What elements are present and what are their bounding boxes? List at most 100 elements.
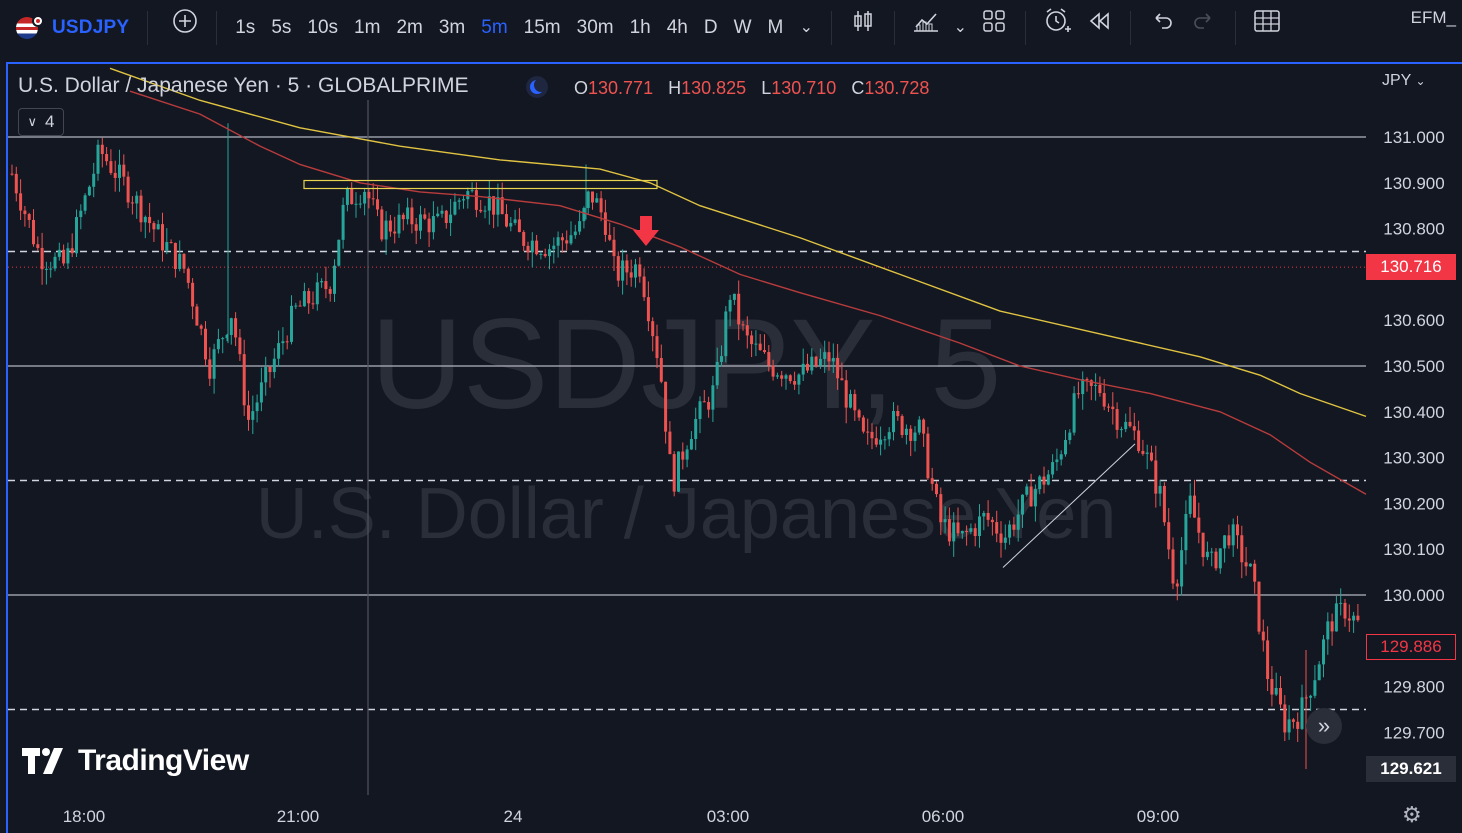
alarm-clock-icon <box>1046 8 1072 32</box>
candle-body <box>298 305 302 307</box>
candle-body <box>1347 618 1351 621</box>
candle-body <box>40 247 44 270</box>
candle-body <box>32 219 35 245</box>
interval-30m[interactable]: 30m <box>576 17 614 38</box>
currency-selector[interactable]: JPY ⌄ <box>1382 72 1426 90</box>
interval-w[interactable]: W <box>733 17 752 38</box>
candle-body <box>526 245 530 253</box>
chart-settings-gear-icon[interactable]: ⚙ <box>1402 802 1422 827</box>
interval-15m[interactable]: 15m <box>523 17 561 38</box>
candle-body <box>1021 494 1024 515</box>
candle-body <box>1227 535 1231 546</box>
toolbar-divider <box>147 11 149 45</box>
interval-1h[interactable]: 1h <box>629 17 651 38</box>
indicators-dropdown-button[interactable]: ⌄ <box>953 19 968 36</box>
candle-body <box>732 293 736 300</box>
replay-button[interactable] <box>1078 0 1120 56</box>
tradingview-logo[interactable]: TradingView <box>22 744 249 778</box>
candle-body <box>745 325 749 336</box>
interval-d[interactable]: D <box>703 17 718 38</box>
interval-2m[interactable]: 2m <box>396 17 423 38</box>
candle-body <box>926 433 930 479</box>
candle-body <box>1167 522 1171 550</box>
candle-body <box>255 402 259 412</box>
redo-button[interactable] <box>1183 0 1225 56</box>
candle-body <box>1162 485 1166 523</box>
market-status-moon-icon[interactable] <box>526 76 548 98</box>
candle-body <box>1072 393 1076 433</box>
interval-dropdown-button[interactable]: ⌄ <box>799 19 814 36</box>
candle-body <box>204 328 207 360</box>
account-label[interactable]: EFM_ <box>1410 8 1456 27</box>
candle-body <box>169 242 173 244</box>
candle-body <box>793 381 797 385</box>
candle-body <box>186 268 190 283</box>
candle-body <box>113 172 117 178</box>
alert-button[interactable] <box>1036 0 1078 56</box>
indicators-button[interactable] <box>905 0 947 56</box>
undo-button[interactable] <box>1141 0 1183 56</box>
candle-body <box>1296 721 1300 729</box>
candle-body <box>1124 421 1128 430</box>
candle-body <box>105 154 109 162</box>
candle-body <box>548 249 551 257</box>
interval-10s[interactable]: 10s <box>307 17 339 38</box>
interval-3m[interactable]: 3m <box>438 17 466 38</box>
indicators-collapse-button[interactable]: ∨ 4 <box>18 108 64 136</box>
candle-body <box>788 375 792 382</box>
candle-body <box>982 512 986 517</box>
candle-body <box>277 343 281 359</box>
symbol-search-button[interactable]: USDJPY <box>52 17 130 38</box>
candle-body <box>1291 719 1295 722</box>
candles-chart-type-button[interactable] <box>842 0 884 56</box>
grid-templates-icon <box>983 10 1006 32</box>
candle-body <box>199 325 203 329</box>
candle-body <box>1283 704 1287 733</box>
candle-body <box>530 240 534 253</box>
interval-m[interactable]: M <box>767 17 784 38</box>
layout-button[interactable] <box>1246 0 1288 56</box>
candle-body <box>281 341 285 344</box>
interval-5m[interactable]: 5m <box>481 17 508 38</box>
candle-body <box>1274 687 1278 695</box>
candle-body <box>1223 535 1227 549</box>
interval-1m[interactable]: 1m <box>354 17 381 38</box>
candle-body <box>462 199 465 201</box>
candle-body <box>333 265 336 294</box>
candle-body <box>1042 476 1046 485</box>
candle-body <box>178 253 182 270</box>
candle-body <box>707 401 711 410</box>
watermark-description: U.S. Dollar / Japanese Yen <box>256 474 1117 554</box>
candle-body <box>436 213 440 217</box>
interval-5s[interactable]: 5s <box>271 17 292 38</box>
chart-legend-title[interactable]: U.S. Dollar / Japanese Yen · 5 · GLOBALP… <box>18 74 469 97</box>
candle-body <box>892 411 895 433</box>
candle-body <box>27 214 31 220</box>
candle-body <box>827 352 831 362</box>
candle-body <box>75 217 78 254</box>
toolbar-divider <box>216 11 218 45</box>
candle-body <box>659 358 663 382</box>
candle-body <box>1064 439 1067 455</box>
interval-1s[interactable]: 1s <box>235 17 256 38</box>
interval-4h[interactable]: 4h <box>666 17 688 38</box>
templates-button[interactable] <box>973 0 1015 56</box>
candle-body <box>393 231 397 234</box>
candle-body <box>801 363 805 375</box>
scroll-to-realtime-button[interactable]: » <box>1306 708 1342 744</box>
candle-body <box>969 528 973 532</box>
candle-body <box>917 419 921 433</box>
compare-symbol-button[interactable] <box>164 0 206 56</box>
candle-body <box>216 339 220 350</box>
candle-body <box>311 303 315 305</box>
candle-body <box>689 439 693 450</box>
candle-body <box>1055 459 1059 463</box>
candle-body <box>978 516 981 537</box>
candle-body <box>376 199 379 210</box>
chart-panel[interactable] <box>6 62 1462 833</box>
candle-body <box>1330 621 1334 632</box>
usdjpy-flag-icon[interactable] <box>16 15 44 39</box>
trend-line-drawing <box>1002 443 1136 568</box>
ohlc-legend: O130.771 H130.825 L130.710 C130.728 <box>574 78 929 99</box>
